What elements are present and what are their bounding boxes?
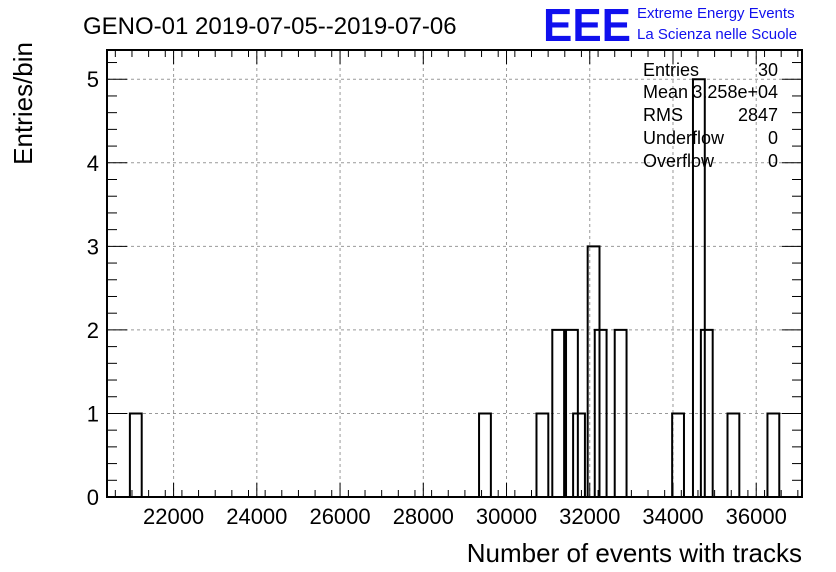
histogram-bin-1	[479, 413, 491, 497]
histogram-bin-2	[536, 413, 548, 497]
chart-title: GENO-01 2019-07-05--2019-07-06	[83, 13, 457, 40]
stats-box: Entries 30 Mean 3.258e+04 RMS 2847 Under…	[643, 60, 778, 171]
plot-frame	[106, 49, 803, 498]
x-tick-label: 34000	[642, 504, 703, 529]
histogram-bin-13	[767, 413, 779, 497]
x-axis-label: Number of events with tracks	[467, 538, 802, 568]
org-name-line2: La Scienza nelle Scuole	[637, 26, 797, 43]
x-tick-label: 32000	[559, 504, 620, 529]
x-tick-label: 36000	[726, 504, 787, 529]
axis-ticks	[107, 50, 802, 498]
x-tick-label: 30000	[476, 504, 537, 529]
histogram-bin-12	[728, 413, 740, 497]
tick-labels: 22000 24000 26000 28000 30000 32000 34000 36000…	[87, 67, 787, 529]
y-axis-label: Entries/bin	[8, 42, 38, 165]
grid-lines	[107, 50, 802, 497]
histogram-bin-0	[130, 413, 142, 497]
stat-label-underflow: Underflow	[643, 128, 725, 148]
y-tick-label: 3	[87, 234, 99, 259]
stat-value-entries: 30	[758, 60, 778, 80]
stat-label-overflow: Overflow	[643, 151, 715, 171]
stat-label-entries: Entries	[643, 60, 699, 80]
histogram-bin-5	[573, 413, 585, 497]
histogram-bin-9	[672, 413, 684, 497]
x-tick-label: 24000	[226, 504, 287, 529]
stat-label-mean: Mean	[643, 82, 688, 102]
y-tick-label: 5	[87, 67, 99, 92]
x-tick-label: 28000	[393, 504, 454, 529]
y-tick-label: 0	[87, 485, 99, 510]
stat-value-underflow: 0	[768, 128, 778, 148]
stat-value-overflow: 0	[768, 151, 778, 171]
stat-value-rms: 2847	[738, 105, 778, 125]
x-tick-label: 22000	[143, 504, 204, 529]
org-name-line1: Extreme Energy Events	[637, 5, 795, 22]
stat-value-mean: 3.258e+04	[692, 82, 778, 102]
stat-label-rms: RMS	[643, 105, 683, 125]
x-tick-label: 26000	[309, 504, 370, 529]
y-tick-label: 2	[87, 318, 99, 343]
eee-logo: EEE	[543, 0, 631, 51]
y-tick-label: 4	[87, 151, 99, 176]
y-tick-label: 1	[87, 401, 99, 426]
